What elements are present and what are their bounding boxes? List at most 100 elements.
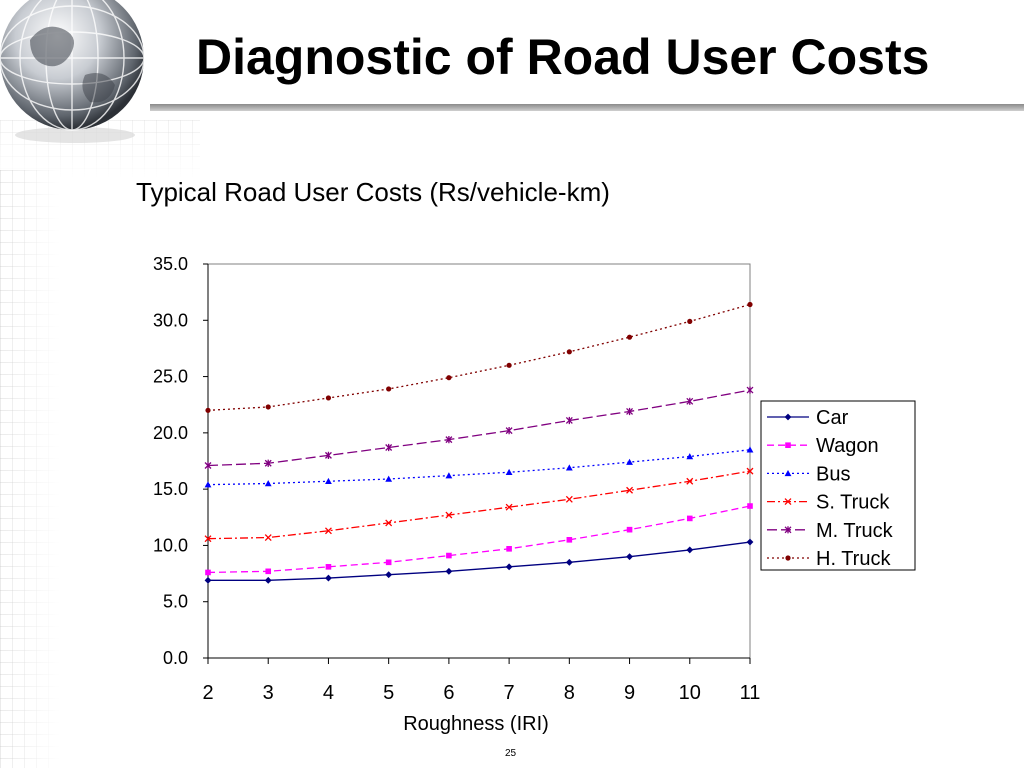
data-point xyxy=(205,569,211,576)
data-point xyxy=(784,413,792,421)
data-point xyxy=(686,546,694,554)
x-tick-label: 3 xyxy=(263,682,274,704)
series-m-truck xyxy=(204,386,754,470)
series-line xyxy=(207,303,751,411)
chart-legend: Car Wagon Bus S. Truck M. Truck H. Truck xyxy=(760,400,916,571)
data-point xyxy=(784,470,792,477)
data-point xyxy=(626,334,633,340)
data-point xyxy=(784,498,792,506)
series-h-truck xyxy=(205,301,753,413)
data-point xyxy=(264,480,272,487)
data-point xyxy=(385,475,393,482)
x-tick-label: 7 xyxy=(504,682,515,704)
legend-label: H. Truck xyxy=(816,548,891,570)
data-point xyxy=(746,538,754,546)
x-tick-label: 11 xyxy=(740,682,761,704)
data-point xyxy=(445,436,453,444)
x-tick-label: 8 xyxy=(564,682,575,704)
legend-label: M. Truck xyxy=(816,520,894,542)
data-point xyxy=(204,535,212,543)
legend-box xyxy=(760,400,916,571)
y-tick-label: 5.0 xyxy=(163,592,188,612)
data-point xyxy=(445,567,453,575)
x-tick-label: 9 xyxy=(624,682,635,704)
data-point xyxy=(205,407,211,413)
data-point xyxy=(446,552,452,559)
y-tick-label: 35.0 xyxy=(153,254,188,274)
data-point xyxy=(747,503,753,509)
data-point xyxy=(385,443,393,452)
data-point xyxy=(324,451,332,459)
y-tick-label: 20.0 xyxy=(153,423,188,443)
series-line xyxy=(207,505,751,574)
x-axis-label: Roughness (IRI) xyxy=(403,713,549,735)
data-point xyxy=(686,397,694,405)
data-point xyxy=(264,459,272,467)
data-point xyxy=(626,458,633,465)
y-tick-label: 30.0 xyxy=(153,310,188,330)
series-s-truck xyxy=(204,467,754,543)
data-point xyxy=(505,503,513,511)
legend-label: S. Truck xyxy=(816,492,890,514)
series-line xyxy=(207,470,751,540)
data-point xyxy=(265,568,272,575)
data-point xyxy=(264,534,272,542)
x-tick-label: 5 xyxy=(383,682,394,704)
data-point xyxy=(204,481,212,488)
y-tick-label: 10.0 xyxy=(153,535,188,555)
data-point xyxy=(785,555,791,561)
data-point xyxy=(686,515,693,522)
data-point xyxy=(626,553,633,561)
data-point xyxy=(505,468,513,475)
data-point xyxy=(445,472,453,479)
legend-label: Car xyxy=(816,407,849,429)
data-point xyxy=(626,486,634,494)
data-point xyxy=(747,301,753,308)
data-point xyxy=(505,563,513,571)
data-point xyxy=(324,527,332,535)
data-point xyxy=(746,446,754,453)
series-bus xyxy=(204,446,754,488)
data-point xyxy=(325,574,332,582)
data-point xyxy=(566,537,573,543)
data-point xyxy=(746,386,754,394)
slide-title: Diagnostic of Road User Costs xyxy=(196,29,930,85)
data-point xyxy=(565,495,573,503)
data-point xyxy=(506,362,512,368)
data-point xyxy=(386,386,392,392)
data-point xyxy=(505,427,513,435)
data-point xyxy=(565,416,573,425)
data-point xyxy=(687,318,693,325)
y-tick-label: 25.0 xyxy=(153,367,188,387)
data-point xyxy=(565,558,573,566)
data-point xyxy=(325,564,332,570)
data-point xyxy=(204,576,212,584)
title-divider xyxy=(150,104,1024,111)
series-line xyxy=(207,389,751,467)
data-point xyxy=(785,442,791,448)
data-point xyxy=(264,576,272,584)
background-grid xyxy=(0,170,60,768)
legend-label: Wagon xyxy=(816,435,879,457)
data-point xyxy=(565,464,573,471)
series-line xyxy=(207,449,751,486)
series-wagon xyxy=(205,503,753,576)
page-number: 25 xyxy=(505,748,517,759)
chart-axes: 0.0 5.0 10.0 15.0 20.0 25.0 30.0 35.0 2 3 4 5 6 7 8 9 10… xyxy=(153,254,760,735)
y-tick-label: 15.0 xyxy=(153,479,188,499)
data-point xyxy=(265,404,271,410)
data-point xyxy=(686,477,694,485)
data-point xyxy=(626,407,634,416)
chart-series xyxy=(204,301,754,584)
data-point xyxy=(746,467,754,475)
globe-icon xyxy=(0,0,145,143)
data-point xyxy=(686,453,694,460)
x-tick-label: 6 xyxy=(443,682,454,704)
data-point xyxy=(325,395,332,401)
data-point xyxy=(204,461,212,470)
x-tick-label: 10 xyxy=(679,682,701,704)
series-line xyxy=(208,541,751,581)
y-tick-label: 0.0 xyxy=(163,648,188,668)
data-point xyxy=(446,375,452,381)
